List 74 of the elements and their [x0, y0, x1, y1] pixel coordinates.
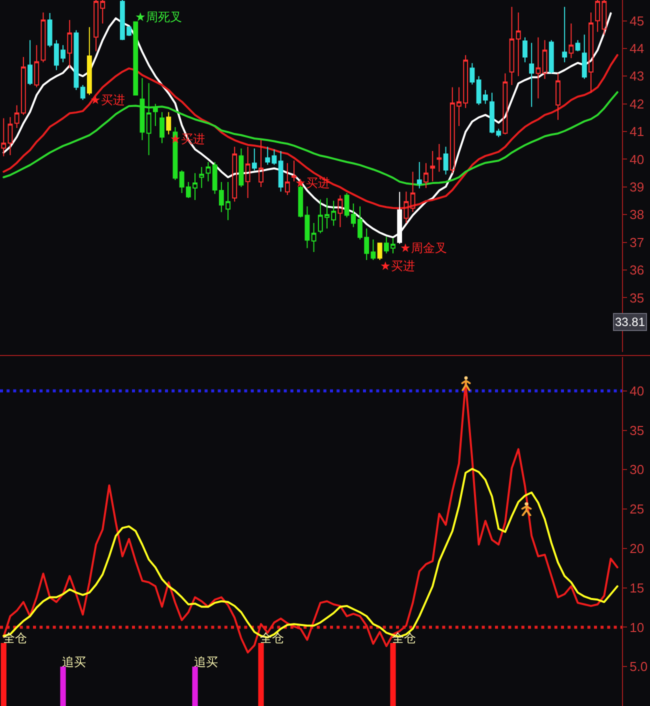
candlestick	[536, 36, 541, 99]
y-tick-label: 35	[630, 290, 644, 306]
candlestick	[575, 40, 580, 52]
line-series	[2, 54, 618, 210]
candlestick	[416, 162, 422, 189]
data-label: 追买	[194, 655, 218, 669]
candlestick	[74, 30, 79, 91]
candlestick	[199, 166, 204, 189]
y-tick-label: 38	[630, 207, 644, 222]
y-tick-label: 35	[630, 422, 644, 438]
candlestick	[502, 72, 508, 135]
annotation: ★买进	[380, 259, 415, 273]
candlestick	[562, 6, 568, 63]
candlestick	[160, 112, 164, 144]
candlestick	[40, 12, 46, 63]
candlestick	[568, 23, 574, 59]
candlestick	[311, 222, 316, 253]
y-tick-label: 20	[630, 540, 644, 556]
candlestick	[86, 26, 92, 96]
candlestick	[522, 36, 528, 63]
candlestick	[152, 103, 158, 127]
data-label: 全仓	[3, 631, 27, 645]
y-tick-label: 5.0	[630, 659, 648, 674]
candlestick	[430, 150, 436, 182]
y-tick-label: 40	[630, 383, 644, 398]
candlestick	[556, 72, 560, 120]
candlestick	[338, 194, 343, 228]
candlestick	[436, 144, 442, 172]
candlestick	[582, 34, 587, 80]
candlestick	[67, 19, 72, 69]
candlestick	[470, 62, 475, 85]
y-tick-label: 15	[630, 580, 644, 596]
candlestick	[245, 146, 250, 199]
y-tick-label: 36	[630, 262, 644, 278]
annotation: ★周死叉	[135, 10, 182, 24]
data-label: 追买	[62, 655, 86, 669]
candlestick	[424, 162, 428, 189]
candlestick	[133, 20, 138, 96]
candlestick	[238, 148, 244, 188]
line-series	[2, 382, 618, 654]
candlestick	[410, 171, 416, 212]
y-tick-label: 37	[630, 234, 644, 250]
candlestick	[80, 84, 86, 100]
annotation: ★周金叉	[400, 241, 447, 255]
candlestick	[588, 12, 594, 94]
candlestick	[252, 148, 257, 171]
y-tick-label: 30	[630, 462, 644, 478]
candlestick	[278, 150, 284, 192]
candlestick	[292, 160, 296, 182]
y-tick-label: 25	[630, 502, 644, 517]
candlestick	[542, 40, 548, 80]
candlestick	[232, 146, 238, 202]
y-tick-label: 43	[630, 68, 644, 84]
candlestick	[404, 191, 409, 224]
candlestick	[206, 162, 211, 182]
candlestick	[284, 162, 290, 196]
candlestick	[8, 116, 13, 156]
candlestick	[1, 118, 6, 157]
y-tick-label: 40	[630, 152, 644, 167]
annotation: 33.81	[615, 315, 646, 329]
candlestick	[529, 42, 534, 108]
y-tick-label: 44	[630, 41, 644, 56]
candlestick	[34, 44, 40, 88]
candlestick	[377, 242, 382, 261]
candlestick	[443, 146, 448, 175]
y-tick-label: 42	[630, 96, 644, 112]
y-tick-label: 10	[630, 620, 644, 635]
candlestick	[166, 112, 172, 135]
candlestick	[28, 40, 32, 86]
y-tick-label: 39	[630, 179, 644, 194]
y-tick-label: 45	[630, 13, 644, 28]
candlestick	[548, 40, 554, 74]
y-tick-label: 41	[630, 124, 644, 140]
candlestick	[258, 139, 264, 188]
